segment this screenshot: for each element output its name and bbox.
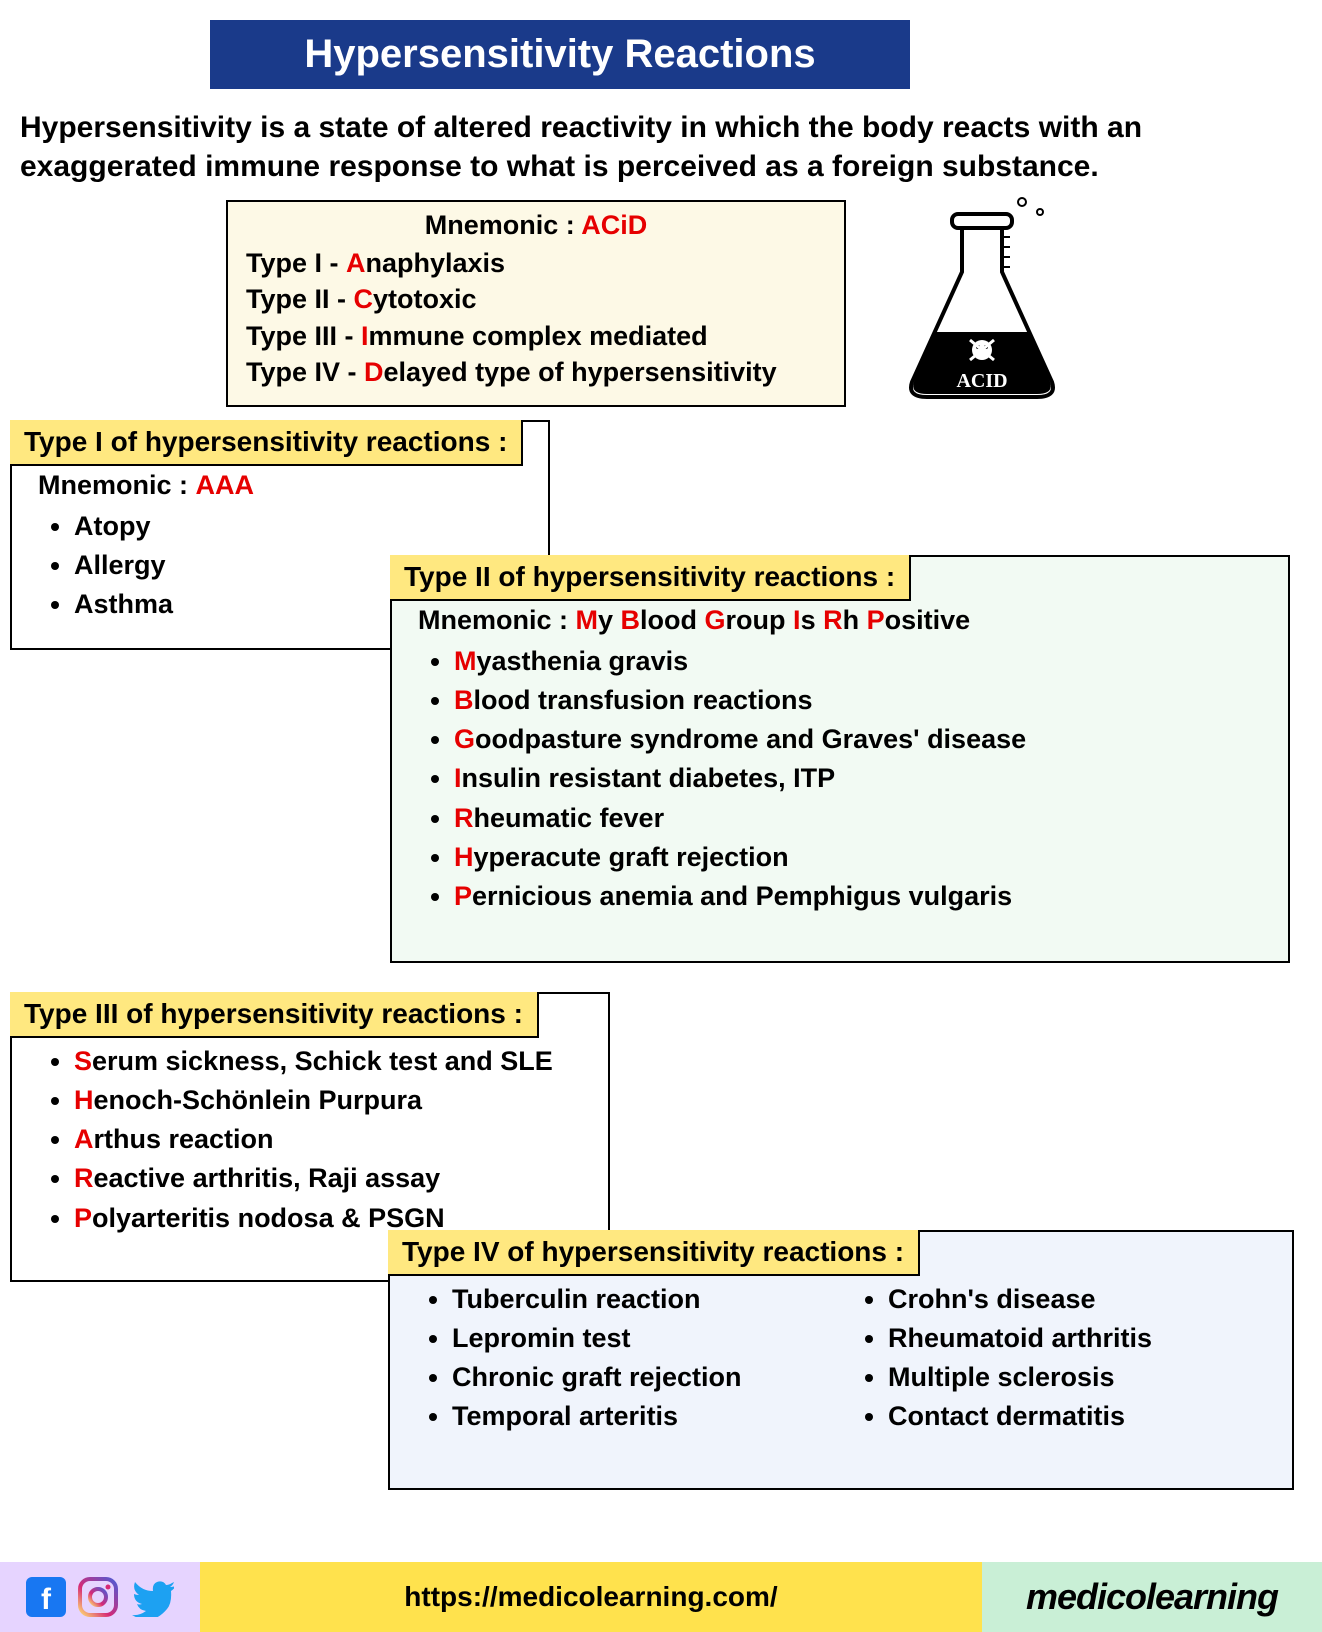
mnemonic-line: Type IV - Delayed type of hypersensitivi… [246,354,826,390]
type3-label: Type III of hypersensitivity reactions : [10,992,539,1038]
list-item: Henoch-Schönlein Purpura [74,1081,590,1120]
twitter-icon[interactable] [130,1577,174,1617]
list-item: Chronic graft rejection [452,1358,838,1397]
list-item: Rheumatoid arthritis [888,1319,1274,1358]
mnemonic-line: Type II - Cytotoxic [246,281,826,317]
type4-label: Type IV of hypersensitivity reactions : [388,1230,920,1276]
list-item: Tuberculin reaction [452,1280,838,1319]
list-item: Blood transfusion reactions [454,681,1270,720]
list-item: Contact dermatitis [888,1397,1274,1436]
page-title: Hypersensitivity Reactions [210,20,910,89]
footer: f https://medicolearning.com/ medicolear… [0,1562,1322,1632]
type1-mnemonic: Mnemonic : AAA [38,470,530,501]
mnemonic-title: Mnemonic : ACiD [246,210,826,241]
mnemonic-box: Mnemonic : ACiD Type I - AnaphylaxisType… [226,200,846,407]
list-item: Arthus reaction [74,1120,590,1159]
svg-text:ACID: ACID [956,370,1007,392]
list-item: Myasthenia gravis [454,642,1270,681]
type4-box: Type IV of hypersensitivity reactions : … [388,1230,1294,1490]
facebook-icon[interactable]: f [26,1577,66,1617]
mnemonic-line: Type I - Anaphylaxis [246,245,826,281]
list-item: Multiple sclerosis [888,1358,1274,1397]
list-item: Atopy [74,507,530,546]
list-item: Goodpasture syndrome and Graves' disease [454,720,1270,759]
mnemonic-word: ACiD [581,210,647,240]
list-item: Reactive arthritis, Raji assay [74,1159,590,1198]
list-item: Pernicious anemia and Pemphigus vulgaris [454,877,1270,916]
footer-brand: medicolearning [982,1562,1322,1632]
list-item: Temporal arteritis [452,1397,838,1436]
footer-url[interactable]: https://medicolearning.com/ [200,1562,982,1632]
instagram-icon[interactable] [78,1577,118,1617]
list-item: Rheumatic fever [454,799,1270,838]
list-item: Hyperacute graft rejection [454,838,1270,877]
type2-box: Type II of hypersensitivity reactions : … [390,555,1290,963]
list-item: Lepromin test [452,1319,838,1358]
svg-text:f: f [41,1583,52,1616]
list-item: Insulin resistant diabetes, ITP [454,759,1270,798]
intro-paragraph: Hypersensitivity is a state of altered r… [20,108,1300,186]
type2-mnemonic: Mnemonic : My Blood Group Is Rh Positive [418,605,1270,636]
list-item: Crohn's disease [888,1280,1274,1319]
acid-flask-icon: ACID [892,192,1072,402]
list-item: Serum sickness, Schick test and SLE [74,1042,590,1081]
mnemonic-label: Mnemonic : [425,210,582,240]
type2-label: Type II of hypersensitivity reactions : [390,555,911,601]
mnemonic-line: Type III - Immune complex mediated [246,318,826,354]
type1-label: Type I of hypersensitivity reactions : [10,420,523,466]
footer-social: f [0,1562,200,1632]
